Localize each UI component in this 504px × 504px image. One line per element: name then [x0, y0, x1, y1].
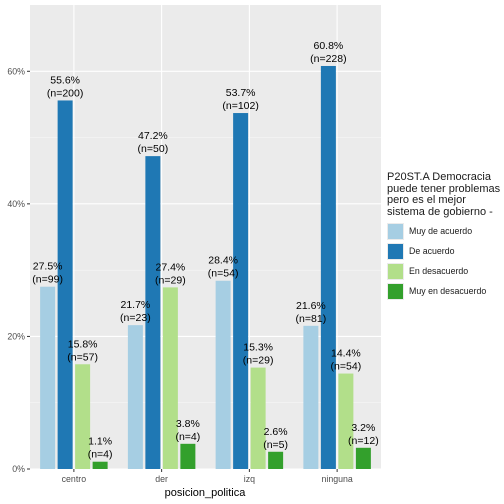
bar: [233, 113, 249, 469]
bar: [92, 461, 108, 469]
x-tick-label: centro: [62, 474, 87, 484]
bar: [338, 373, 354, 469]
bar-count-label: (n=81): [296, 313, 327, 325]
bar-count-label: (n=4): [175, 431, 200, 443]
bar: [320, 65, 336, 470]
bar-count-label: (n=5): [263, 439, 288, 451]
bar-percent-label: 53.7%: [226, 87, 256, 99]
bar-count-label: (n=228): [310, 53, 346, 65]
bar: [215, 280, 231, 469]
bar: [355, 447, 371, 469]
bar-count-label: (n=12): [348, 435, 379, 447]
bar-count-label: (n=102): [222, 100, 258, 112]
bar: [180, 443, 196, 469]
bar-count-label: (n=29): [155, 274, 186, 286]
bar-percent-label: 15.3%: [243, 342, 273, 354]
bar: [40, 286, 56, 469]
bar-count-label: (n=50): [138, 143, 169, 155]
legend-key: [387, 222, 404, 240]
legend-swatch: [388, 223, 403, 239]
legend-key: [387, 282, 404, 300]
bar-percent-label: 55.6%: [50, 74, 80, 86]
bar-percent-label: 27.5%: [33, 261, 63, 273]
y-axis: 0% 20% 40% 60%: [7, 66, 30, 474]
gridlines: [30, 5, 381, 470]
legend-items: Muy de acuerdo De acuerdo En desacuerdo Muy…: [387, 222, 504, 300]
bar: [250, 367, 266, 469]
legend-label: Muy en desacuerdo: [409, 286, 487, 296]
legend: P20ST.A Democracia puede tener problemas…: [387, 171, 504, 302]
y-tick-label: 40%: [7, 199, 25, 209]
bar: [145, 156, 161, 470]
legend-label: De acuerdo: [409, 246, 455, 256]
bar-count-label: (n=99): [32, 274, 63, 286]
bar: [75, 364, 91, 469]
x-axis: centro der izq ninguna: [62, 469, 353, 484]
bar-count-label: (n=29): [243, 355, 274, 367]
legend-label: Muy de acuerdo: [409, 226, 473, 236]
data-labels: 27.5%(n=99)21.7%(n=23)28.4%(n=54)21.6%(n…: [32, 40, 378, 461]
bar: [303, 325, 319, 469]
bar-count-label: (n=200): [47, 87, 83, 99]
bar-percent-label: 2.6%: [264, 426, 288, 438]
bar-count-label: (n=54): [331, 361, 362, 373]
bar-percent-label: 27.4%: [155, 261, 185, 273]
legend-item: De acuerdo: [387, 242, 504, 260]
legend-item: En desacuerdo: [387, 262, 504, 280]
bar-percent-label: 3.8%: [176, 418, 200, 430]
bar-percent-label: 3.2%: [351, 422, 375, 434]
legend-label: En desacuerdo: [409, 266, 469, 276]
legend-item: Muy de acuerdo: [387, 222, 504, 240]
bar-percent-label: 21.7%: [120, 299, 150, 311]
legend-title: P20ST.A Democracia puede tener problemas…: [387, 171, 501, 218]
x-tick-label: izq: [244, 474, 255, 484]
bar-percent-label: 21.6%: [296, 300, 326, 312]
legend-key: [387, 242, 404, 260]
bar: [57, 100, 73, 470]
legend-swatch: [388, 283, 403, 299]
bar: [162, 287, 178, 469]
bar-percent-label: 15.8%: [68, 338, 98, 350]
y-tick-label: 0%: [12, 464, 25, 474]
legend-item: Muy en desacuerdo: [387, 282, 504, 300]
bar-count-label: (n=57): [67, 351, 98, 363]
x-tick-label: der: [155, 474, 168, 484]
legend-key: [387, 262, 404, 280]
x-tick-label: ninguna: [321, 474, 352, 484]
bar-count-label: (n=4): [88, 449, 113, 461]
bar-count-label: (n=54): [208, 268, 239, 280]
bar-percent-label: 47.2%: [138, 130, 168, 142]
bar: [127, 325, 143, 469]
bar-percent-label: 60.8%: [313, 40, 343, 52]
y-tick-label: 20%: [7, 331, 25, 341]
x-axis-title: posicion_politica: [165, 487, 247, 499]
y-tick-label: 60%: [7, 66, 25, 76]
legend-swatch: [388, 263, 403, 279]
bars: [40, 65, 371, 470]
bar-percent-label: 28.4%: [208, 255, 238, 267]
bar-percent-label: 14.4%: [331, 348, 361, 360]
bar: [268, 451, 284, 469]
bar-count-label: (n=23): [120, 312, 151, 324]
bar-percent-label: 1.1%: [88, 436, 112, 448]
legend-swatch: [388, 243, 403, 259]
